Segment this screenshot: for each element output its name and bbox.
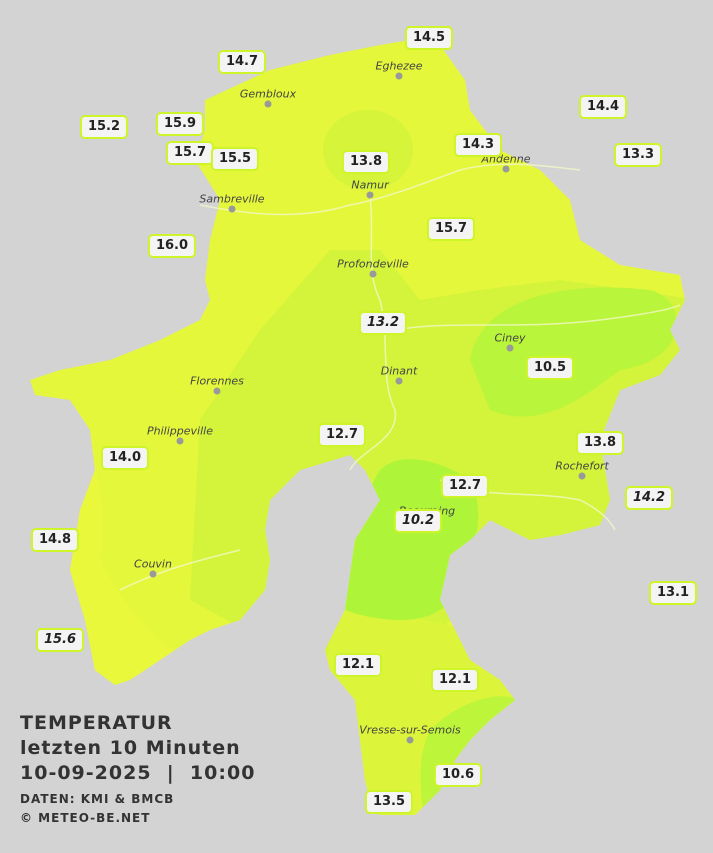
city-label: Namur: [351, 178, 389, 192]
station-temperature: 10.5: [525, 356, 575, 380]
station-temperature: 15.9: [155, 112, 205, 136]
station-temperature: 12.7: [440, 474, 490, 498]
city-label: Sambreville: [199, 192, 265, 206]
city-dot: [213, 387, 221, 395]
city-label: Dinant: [380, 364, 418, 378]
city-dot: [506, 344, 514, 352]
map-copyright: © METEO-BE.NET: [20, 811, 151, 825]
station-temperature: 13.5: [364, 790, 414, 814]
city-label: Gembloux: [239, 87, 297, 101]
city-label: Florennes: [190, 374, 244, 388]
city-dot: [366, 191, 374, 199]
station-temperature: 13.2: [358, 311, 408, 335]
station-temperature: 10.6: [433, 763, 483, 787]
city-label: Couvin: [134, 557, 172, 571]
city-dot: [395, 72, 403, 80]
city-dot: [406, 736, 414, 744]
city-dot: [228, 205, 236, 213]
city-dot: [395, 377, 403, 385]
station-temperature: 13.3: [613, 143, 663, 167]
city-label: Profondeville: [337, 257, 409, 271]
station-temperature: 14.3: [453, 133, 503, 157]
city-label: Eghezee: [375, 59, 423, 73]
station-temperature: 15.6: [35, 628, 85, 652]
station-temperature: 13.8: [341, 150, 391, 174]
city-label: Ciney: [494, 331, 526, 345]
city-dot: [264, 100, 272, 108]
river: [394, 304, 681, 331]
city-label: Rochefort: [555, 459, 609, 473]
city-label: Philippeville: [147, 424, 213, 438]
station-temperature: 16.0: [147, 234, 197, 258]
station-temperature: 15.5: [210, 147, 260, 171]
map-subtitle: letzten 10 Minuten: [20, 737, 241, 759]
station-temperature: 14.5: [404, 26, 454, 50]
station-temperature: 14.4: [578, 95, 628, 119]
map-source: DATEN: KMI & BMCB: [20, 792, 175, 806]
city-dot: [369, 270, 377, 278]
station-temperature: 15.7: [426, 217, 476, 241]
zone-ciney: [470, 287, 678, 417]
city-dot: [149, 570, 157, 578]
station-temperature: 12.1: [430, 668, 480, 692]
station-temperature: 10.2: [393, 509, 443, 533]
city-label: Vresse-sur-Semois: [359, 723, 461, 737]
station-temperature: 13.8: [575, 431, 625, 455]
station-temperature: 15.7: [165, 141, 215, 165]
map-heading: TEMPERATUR: [20, 712, 173, 734]
station-temperature: 14.0: [100, 446, 150, 470]
city-dot: [578, 472, 586, 480]
station-temperature: 14.8: [30, 528, 80, 552]
river: [349, 194, 396, 471]
station-temperature: 12.1: [333, 653, 383, 677]
station-temperature: 14.2: [624, 486, 674, 510]
station-temperature: 15.2: [79, 115, 129, 139]
map-datetime: 10-09-2025 | 10:00: [20, 762, 256, 784]
station-temperature: 12.7: [317, 423, 367, 447]
station-temperature: 13.1: [648, 581, 698, 605]
station-temperature: 14.7: [217, 50, 267, 74]
city-dot: [176, 437, 184, 445]
river: [199, 163, 581, 216]
city-dot: [502, 165, 510, 173]
river: [119, 549, 241, 591]
